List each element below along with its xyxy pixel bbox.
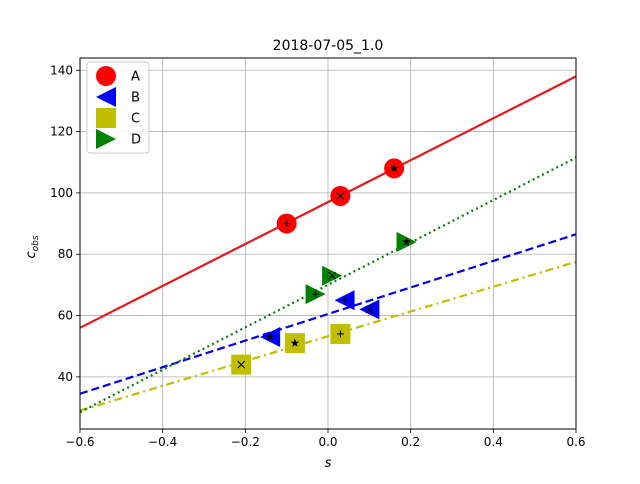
y-tick-label: 140 xyxy=(50,63,73,77)
legend-marker-C xyxy=(96,108,116,128)
data-markers xyxy=(231,158,417,375)
x-tick-label: −0.6 xyxy=(65,435,94,449)
y-tick-label: 120 xyxy=(50,125,73,139)
x-axis-label: s xyxy=(325,456,332,471)
point-glyph-A xyxy=(336,192,345,200)
x-tick-label: 0.6 xyxy=(566,435,585,449)
axis-ticks: −0.6 −0.4 −0.2 0.0 0.2 0.4 0.6 40 60 80 100 120 140 xyxy=(50,63,585,449)
y-tick-label: 80 xyxy=(58,247,73,261)
y-axis-label: cobs xyxy=(24,235,41,258)
x-tick-label: 0.2 xyxy=(401,435,420,449)
legend-marker-A xyxy=(96,66,116,86)
y-axis-label-subscript: obs xyxy=(31,235,41,251)
point-glyph-A xyxy=(283,220,291,228)
point-glyph-A xyxy=(389,163,399,173)
point-glyph-B xyxy=(265,332,275,341)
legend-marker-D xyxy=(96,129,116,149)
chart-title: 2018-07-05_1.0 xyxy=(273,38,384,54)
legend-label-A: A xyxy=(131,70,140,85)
x-tick-label: −0.4 xyxy=(148,435,177,449)
y-tick-label: 60 xyxy=(58,309,73,323)
legend-label-D: D xyxy=(131,133,141,148)
point-glyph-B xyxy=(341,296,349,304)
fit-line-B xyxy=(79,233,577,395)
fit-lines xyxy=(79,75,577,414)
x-tick-label: −0.2 xyxy=(231,435,260,449)
point-glyph-C xyxy=(237,360,246,369)
point-glyph-D xyxy=(402,237,411,246)
x-tick-label: 0.4 xyxy=(484,435,503,449)
fit-line-C xyxy=(79,260,577,412)
legend-marker-B xyxy=(96,87,116,107)
legend-label-C: C xyxy=(131,112,140,127)
y-tick-label: 40 xyxy=(58,370,73,384)
fit-line-A xyxy=(79,75,577,329)
point-glyph-D xyxy=(312,290,320,298)
x-tick-label: 0.0 xyxy=(318,435,337,449)
point-glyph-C xyxy=(290,338,300,347)
point-glyph-B xyxy=(365,305,374,314)
legend-label-B: B xyxy=(131,91,140,106)
point-glyph-C xyxy=(336,330,344,338)
point-glyph-D xyxy=(328,271,336,280)
y-axis-label-base: c xyxy=(24,251,39,258)
y-tick-label: 100 xyxy=(50,186,73,200)
